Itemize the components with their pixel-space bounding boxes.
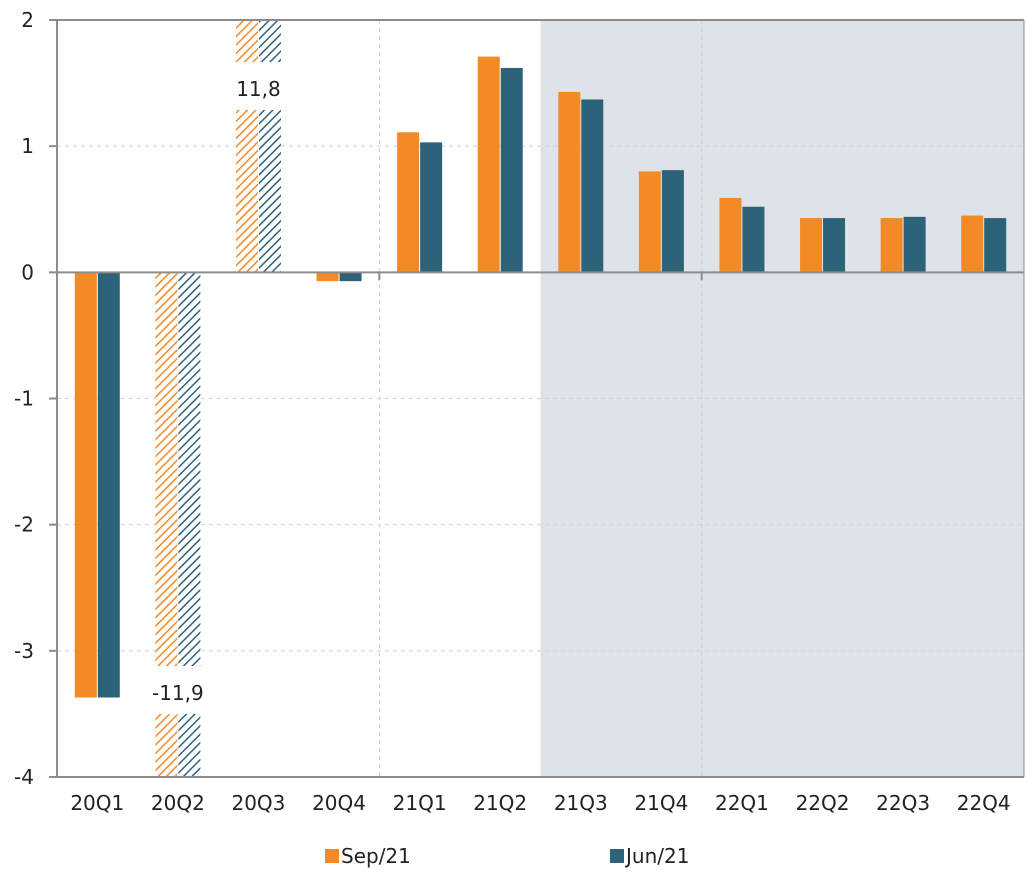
annotation-gap [232, 62, 286, 110]
bar-jun-21-22q3 [903, 216, 926, 273]
legend: Sep/21 Jun/21 [325, 844, 689, 868]
x-tick-label: 20Q3 [231, 791, 285, 815]
x-tick-label: 21Q1 [393, 791, 447, 815]
bar-sep-21-21q3 [558, 91, 581, 273]
bar-jun-21-20q2 [178, 272, 201, 777]
y-tick-label: -3 [14, 639, 34, 663]
x-tick-label: 21Q3 [554, 791, 608, 815]
x-tick-label: 20Q4 [312, 791, 366, 815]
x-tick-label: 22Q3 [876, 791, 930, 815]
x-tick-label: 20Q2 [151, 791, 205, 815]
bar-sep-21-20q1 [74, 272, 97, 698]
annotation-gap [151, 666, 205, 714]
bar-jun-21-22q1 [742, 206, 765, 273]
bar-jun-21-22q4 [984, 218, 1007, 273]
bar-jun-21-20q1 [97, 272, 120, 698]
bar-jun-21-21q3 [581, 99, 604, 273]
bar-sep-21-21q2 [477, 56, 500, 273]
y-tick-label: 0 [21, 260, 34, 284]
bar-jun-21-21q2 [500, 67, 523, 273]
x-tick-label: 22Q4 [957, 791, 1011, 815]
annotation-label: -11,9 [152, 681, 204, 705]
bar-sep-21-21q4 [638, 171, 661, 273]
bar-sep-21-22q4 [961, 215, 984, 273]
x-tick-label: 22Q1 [715, 791, 769, 815]
legend-swatch-sep-21 [325, 849, 339, 863]
bar-sep-21-22q2 [800, 218, 823, 273]
y-tick-label: 2 [21, 8, 34, 32]
bar-jun-21-21q4 [661, 170, 684, 273]
x-tick-label: 21Q4 [634, 791, 688, 815]
y-tick-label: -1 [14, 387, 34, 411]
x-tick-label: 22Q2 [796, 791, 850, 815]
bar-sep-21-20q2 [155, 272, 178, 777]
bar-sep-21-20q4 [316, 272, 339, 282]
bar-jun-21-20q3 [258, 20, 281, 273]
x-tick-label: 21Q2 [473, 791, 527, 815]
y-tick-label: -4 [14, 765, 34, 789]
y-tick-label: -2 [14, 513, 34, 537]
bar-sep-21-21q1 [397, 132, 420, 273]
y-tick-label: 1 [21, 134, 34, 158]
bar-jun-21-21q1 [420, 142, 443, 273]
bar-sep-21-22q1 [719, 197, 742, 273]
bar-sep-21-22q3 [880, 218, 903, 273]
bar-jun-21-20q4 [339, 272, 362, 282]
annotation-label: 11,8 [236, 77, 281, 101]
legend-label: Sep/21 [341, 844, 411, 868]
legend-label: Jun/21 [624, 844, 689, 868]
bar-sep-21-20q3 [235, 20, 258, 273]
legend-swatch-jun-21 [610, 849, 624, 863]
bar-jun-21-22q2 [823, 218, 846, 273]
forecast-shading [540, 20, 1024, 777]
plot-area: -4 -3 -2 -1 0 1 2 11,8 -11,9 20Q1 20Q2 20Q3 20Q4 21Q1… [14, 8, 1025, 815]
x-tick-label: 20Q1 [70, 791, 124, 815]
